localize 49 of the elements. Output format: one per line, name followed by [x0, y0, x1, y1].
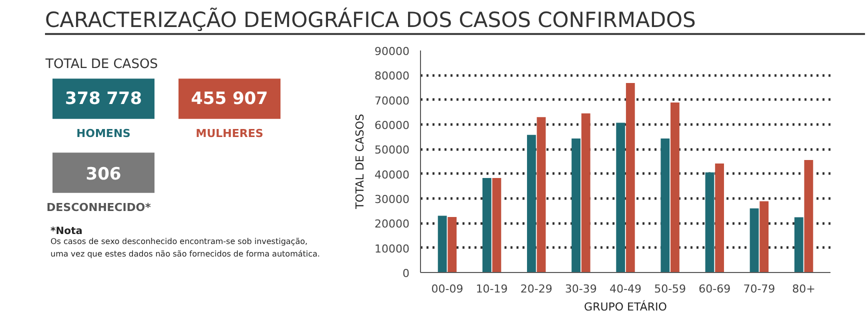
text: 378 778 [65, 88, 142, 109]
category-label: HOMENS [76, 126, 131, 140]
bar [750, 208, 759, 272]
bar [581, 113, 590, 272]
bar [804, 160, 814, 272]
x-axis-title: GRUPO ETÁRIO [584, 300, 668, 314]
text: 455 907 [191, 88, 268, 109]
bar [536, 117, 546, 272]
x-tick-label: 10-19 [476, 282, 508, 296]
y-tick-label: 10000 [374, 242, 410, 256]
y-tick-label: 20000 [374, 218, 410, 231]
bar [660, 138, 670, 272]
y-tick-label: 70000 [374, 94, 410, 108]
y-tick-label: 30000 [374, 193, 410, 206]
x-tick-label: 50-59 [654, 282, 686, 296]
text: 306 [86, 164, 122, 184]
text: TOTAL DE CASOS [44, 56, 158, 72]
bar [705, 172, 714, 272]
bar [527, 134, 536, 272]
bar [760, 201, 769, 272]
category-label: MULHERES [196, 126, 264, 140]
text: CARACTERIZAÇÃO DEMOGRÁFICA DOS CASOS CONFIRMADOS [45, 6, 696, 34]
bar [794, 217, 804, 272]
y-axis-title: TOTAL DE CASOS [354, 114, 367, 210]
y-tick-label: 80000 [374, 70, 410, 83]
y-tick-label: 40000 [374, 168, 410, 182]
x-tick-label: 60-69 [698, 282, 731, 296]
bar [616, 122, 626, 272]
bar [670, 102, 680, 272]
y-tick-label: 90000 [374, 45, 410, 58]
y-tick-label: 0 [402, 267, 410, 280]
bar [448, 217, 457, 272]
bar [492, 178, 502, 272]
bar [626, 83, 635, 272]
x-tick-label: 80+ [792, 282, 816, 296]
x-tick-label: 00-09 [431, 282, 464, 296]
x-tick-label: 70-79 [743, 282, 776, 296]
x-tick-label: 40-49 [610, 282, 642, 296]
x-tick-label: 30-39 [564, 282, 597, 296]
x-tick-label: 20-29 [520, 282, 552, 296]
bar [482, 178, 492, 272]
text: Os casos de sexo desconhecido encontram-se sob investigação, uma vez que estes dados não são fornecidos de forma automática. [50, 237, 320, 259]
category-label: DESCONHECIDO* [46, 200, 152, 214]
y-tick-label: 60000 [374, 119, 410, 132]
text: *Nota [50, 226, 82, 237]
y-tick-label: 50000 [374, 144, 410, 157]
bar [572, 138, 580, 272]
bar [438, 216, 447, 272]
bar [715, 163, 724, 272]
